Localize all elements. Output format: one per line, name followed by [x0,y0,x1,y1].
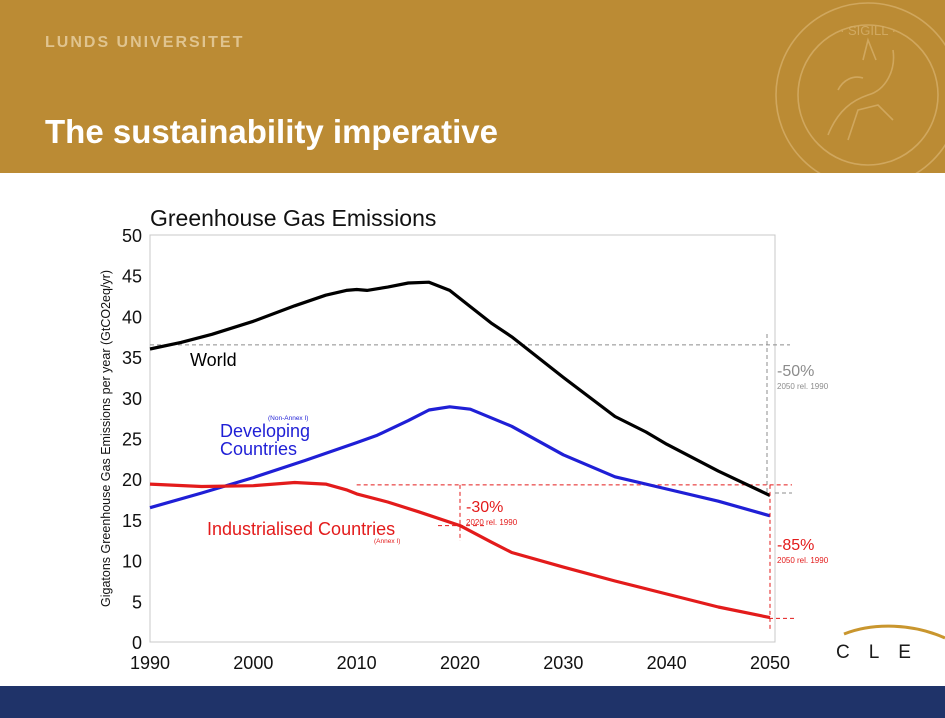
x-tick-label: 2000 [233,653,273,673]
y-tick-label: 35 [122,348,142,368]
series-line [149,405,771,518]
series-label-world: World [190,350,237,370]
y-tick-label: 10 [122,552,142,572]
series-label-developing: Countries [220,439,297,459]
series-label-industrialised: Industrialised Countries [207,519,395,539]
change-label: -50% [777,363,814,380]
change-sublabel: 2050 rel. 1990 [777,382,829,391]
series-note-industrialised: (Annex I) [374,538,400,545]
change-label: -30% [466,499,503,516]
plot-frame [149,234,776,643]
y-tick-label: 20 [122,470,142,490]
y-axis-label: Gigatons Greenhouse Gas Emissions per ye… [99,270,113,607]
x-tick-label: 2030 [543,653,583,673]
slide-footer [0,686,945,718]
series-label-developing: Developing [220,421,310,441]
change-sublabel: 2050 rel. 1990 [777,556,829,565]
x-tick-label: 1990 [130,653,170,673]
y-tick-label: 40 [122,307,142,327]
x-tick-label: 2010 [337,653,377,673]
svg-text:· SIGILL ·: · SIGILL · [840,23,896,38]
change-sublabel: 2020 rel. 1990 [466,518,518,527]
y-tick-label: 25 [122,430,142,450]
emissions-chart: Greenhouse Gas Emissions Gigatons Greenh… [99,205,829,673]
series-line [149,480,771,620]
university-name: LUNDS UNIVERSITET [45,34,245,51]
x-tick-label: 2020 [440,653,480,673]
y-tick-label: 30 [122,389,142,409]
y-tick-label: 5 [132,592,142,612]
y-tick-label: 50 [122,226,142,246]
chart-title: Greenhouse Gas Emissions [150,205,436,231]
y-tick-label: 45 [122,267,142,287]
cle-logo-icon [834,622,945,672]
y-tick-label: 0 [132,633,142,653]
change-label: -85% [777,537,814,554]
university-seal-icon: · SIGILL · [775,2,945,173]
series-line [149,280,771,497]
logo-text: CLE [836,642,930,663]
series-note-developing: (Non-Annex I) [268,415,308,422]
slide-header: LUNDS UNIVERSITET The sustainability imp… [0,0,945,173]
x-tick-label: 2040 [647,653,687,673]
y-tick-label: 15 [122,511,142,531]
x-tick-label: 2050 [750,653,790,673]
slide-title: The sustainability imperative [45,113,498,150]
